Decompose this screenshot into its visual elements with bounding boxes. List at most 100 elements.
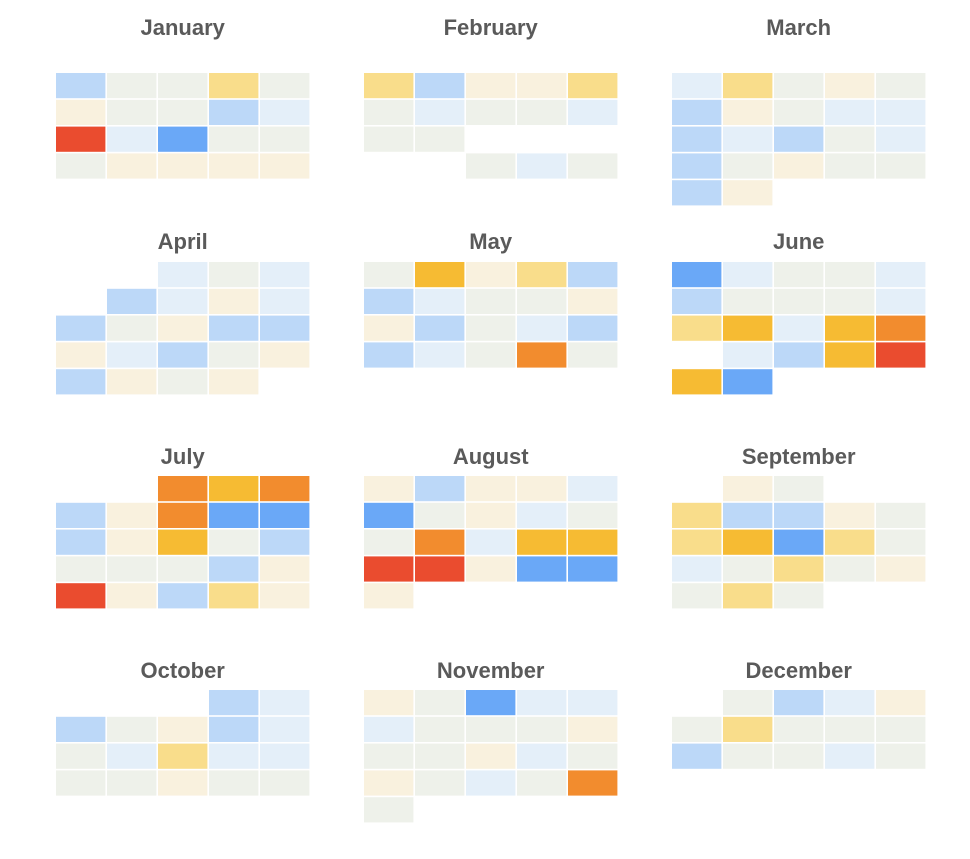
day-cell <box>56 529 106 555</box>
day-cell <box>517 476 567 502</box>
day-cell <box>364 315 414 341</box>
day-cell <box>415 502 465 528</box>
day-cell <box>107 743 157 769</box>
day-cell <box>517 342 567 368</box>
day-cell <box>364 502 414 528</box>
day-cell <box>209 743 259 769</box>
day-cell <box>415 770 465 796</box>
day-cell <box>260 262 310 288</box>
day-cell <box>209 716 259 742</box>
month-title: May <box>469 229 513 254</box>
month-title: October <box>141 658 226 683</box>
day-cell <box>209 126 259 152</box>
day-cell <box>568 99 618 125</box>
day-cell <box>415 529 465 555</box>
day-cell <box>774 690 824 716</box>
day-cell <box>56 716 106 742</box>
day-cell <box>56 583 106 609</box>
day-cell <box>209 99 259 125</box>
month-title: July <box>161 444 206 469</box>
day-cell <box>158 770 208 796</box>
month-july: July <box>56 444 310 609</box>
day-cell <box>774 73 824 99</box>
day-cell <box>723 529 773 555</box>
day-cell <box>723 583 773 609</box>
day-cell <box>723 153 773 179</box>
day-cell <box>209 369 259 395</box>
day-cell <box>158 262 208 288</box>
day-cell <box>415 690 465 716</box>
day-cell <box>876 716 926 742</box>
day-cell <box>517 716 567 742</box>
day-cell <box>825 262 875 288</box>
day-cell <box>876 73 926 99</box>
day-cell <box>209 153 259 179</box>
month-title: June <box>773 229 824 254</box>
day-cell <box>158 716 208 742</box>
month-title: February <box>444 15 539 40</box>
day-cell <box>517 153 567 179</box>
day-cell <box>568 556 618 582</box>
day-cell <box>517 770 567 796</box>
month-june: June <box>672 229 926 395</box>
day-cell <box>672 315 722 341</box>
day-cell <box>107 99 157 125</box>
month-title: April <box>158 229 208 254</box>
day-cell <box>158 583 208 609</box>
day-cell <box>415 99 465 125</box>
month-april: April <box>56 229 310 395</box>
day-cell <box>56 502 106 528</box>
day-cell <box>260 315 310 341</box>
day-cell <box>364 288 414 314</box>
day-cell <box>158 369 208 395</box>
day-cell <box>517 556 567 582</box>
day-cell <box>209 583 259 609</box>
day-cell <box>107 315 157 341</box>
month-january: January <box>56 15 310 179</box>
day-cell <box>466 342 516 368</box>
day-cell <box>107 583 157 609</box>
day-cell <box>415 743 465 769</box>
day-cell <box>825 288 875 314</box>
day-cell <box>672 369 722 395</box>
day-cell <box>723 716 773 742</box>
day-cell <box>158 529 208 555</box>
day-cell <box>517 73 567 99</box>
day-cell <box>209 73 259 99</box>
day-cell <box>825 99 875 125</box>
day-cell <box>260 126 310 152</box>
day-cell <box>672 743 722 769</box>
day-cell <box>568 502 618 528</box>
day-cell <box>466 262 516 288</box>
day-cell <box>209 690 259 716</box>
day-cell <box>364 342 414 368</box>
day-cell <box>774 502 824 528</box>
day-cell <box>158 73 208 99</box>
day-cell <box>158 743 208 769</box>
day-cell <box>876 502 926 528</box>
day-cell <box>876 99 926 125</box>
day-cell <box>415 556 465 582</box>
day-cell <box>568 153 618 179</box>
day-cell <box>209 476 259 502</box>
day-cell <box>825 529 875 555</box>
day-cell <box>825 556 875 582</box>
month-february: February <box>364 15 618 179</box>
day-cell <box>825 342 875 368</box>
day-cell <box>466 716 516 742</box>
month-title: September <box>742 444 856 469</box>
day-cell <box>364 743 414 769</box>
day-cell <box>876 556 926 582</box>
day-cell <box>56 369 106 395</box>
day-cell <box>158 288 208 314</box>
month-december: December <box>672 658 926 769</box>
day-cell <box>260 556 310 582</box>
day-cell <box>158 99 208 125</box>
day-cell <box>517 529 567 555</box>
day-cell <box>672 529 722 555</box>
day-cell <box>723 476 773 502</box>
month-title: December <box>746 658 853 683</box>
day-cell <box>825 126 875 152</box>
day-cell <box>723 342 773 368</box>
day-cell <box>825 315 875 341</box>
